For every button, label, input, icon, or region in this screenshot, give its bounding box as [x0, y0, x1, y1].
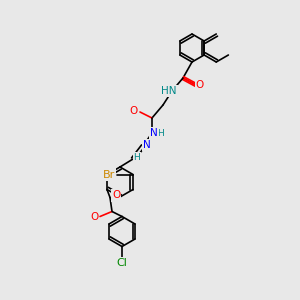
Text: O: O: [129, 106, 137, 116]
Text: H: H: [158, 128, 164, 137]
Text: O: O: [112, 190, 120, 200]
Text: N: N: [150, 128, 158, 138]
Text: Br: Br: [103, 169, 115, 179]
Text: N: N: [143, 140, 151, 150]
Text: H: H: [134, 152, 140, 161]
Text: O: O: [90, 212, 98, 221]
Text: HN: HN: [161, 86, 177, 96]
Text: O: O: [196, 80, 204, 90]
Text: Cl: Cl: [117, 259, 128, 269]
